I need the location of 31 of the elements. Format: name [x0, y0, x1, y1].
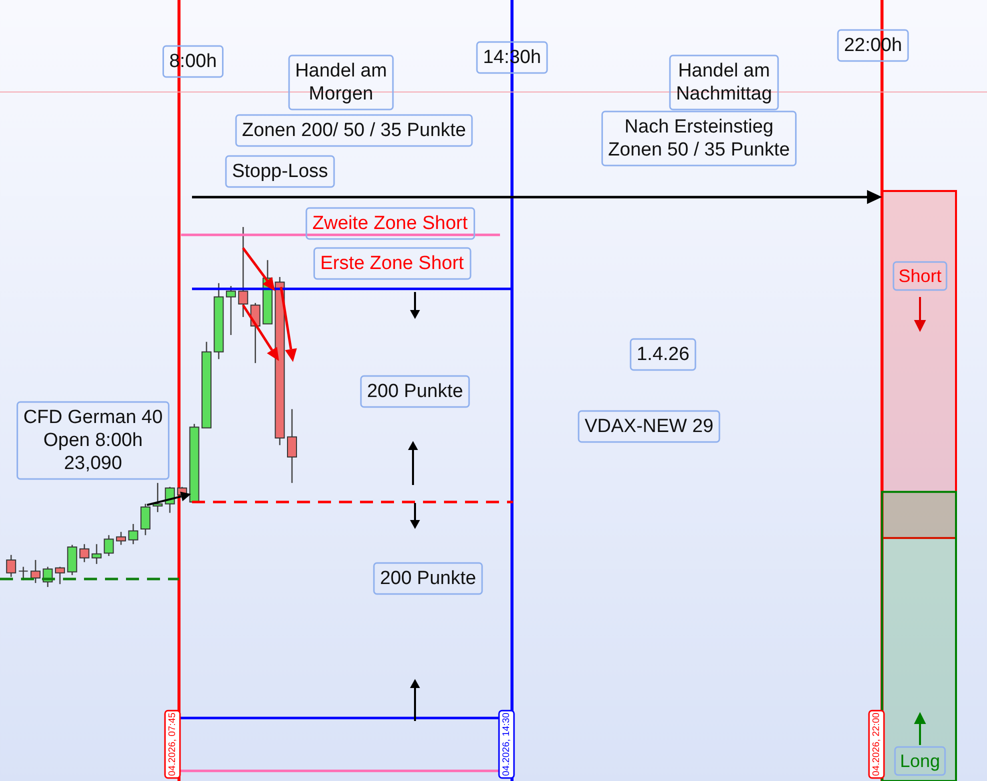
candlestick	[79, 543, 90, 563]
candlestick	[116, 531, 126, 546]
annotation: VDAX-NEW 29	[584, 416, 714, 437]
ref-line-label: Zweite Zone Short	[312, 213, 468, 234]
candlestick	[286, 408, 297, 484]
text: 04.2026, 22:00	[871, 712, 882, 776]
candlestick	[6, 554, 16, 578]
ref-line-label: Erste Zone Short	[320, 253, 465, 274]
text: 04.2026, 07:45	[167, 712, 178, 776]
candlestick	[104, 534, 114, 557]
band-label: Long	[900, 751, 940, 771]
text: 04.2026, 14:30	[501, 712, 512, 776]
candlestick	[18, 566, 28, 581]
candlestick	[140, 503, 150, 536]
candlestick	[226, 285, 236, 336]
text: Handel am Nachmittag	[676, 60, 772, 104]
candlestick	[30, 559, 41, 584]
ref-line-label: Stopp-Loss	[232, 161, 328, 182]
candlestick	[152, 482, 163, 513]
text: Zonen 200/ 50 / 35 Punkte	[242, 120, 466, 141]
annotation: 200 Punkte	[380, 568, 476, 589]
annotation: 200 Punkte	[366, 381, 464, 402]
candlestick	[238, 226, 248, 318]
candlestick	[54, 566, 65, 585]
candlestick	[128, 523, 138, 545]
annotation: 1.4.26	[636, 344, 690, 365]
candlestick	[92, 543, 102, 565]
text: Nach Ersteinstieg Zonen 50 / 35 Punkte	[608, 116, 790, 160]
annotation: CFD German 40 Open 8:00h 23,090	[23, 407, 163, 474]
band-label: Short	[898, 266, 942, 286]
text: Handel am Morgen	[295, 60, 387, 104]
